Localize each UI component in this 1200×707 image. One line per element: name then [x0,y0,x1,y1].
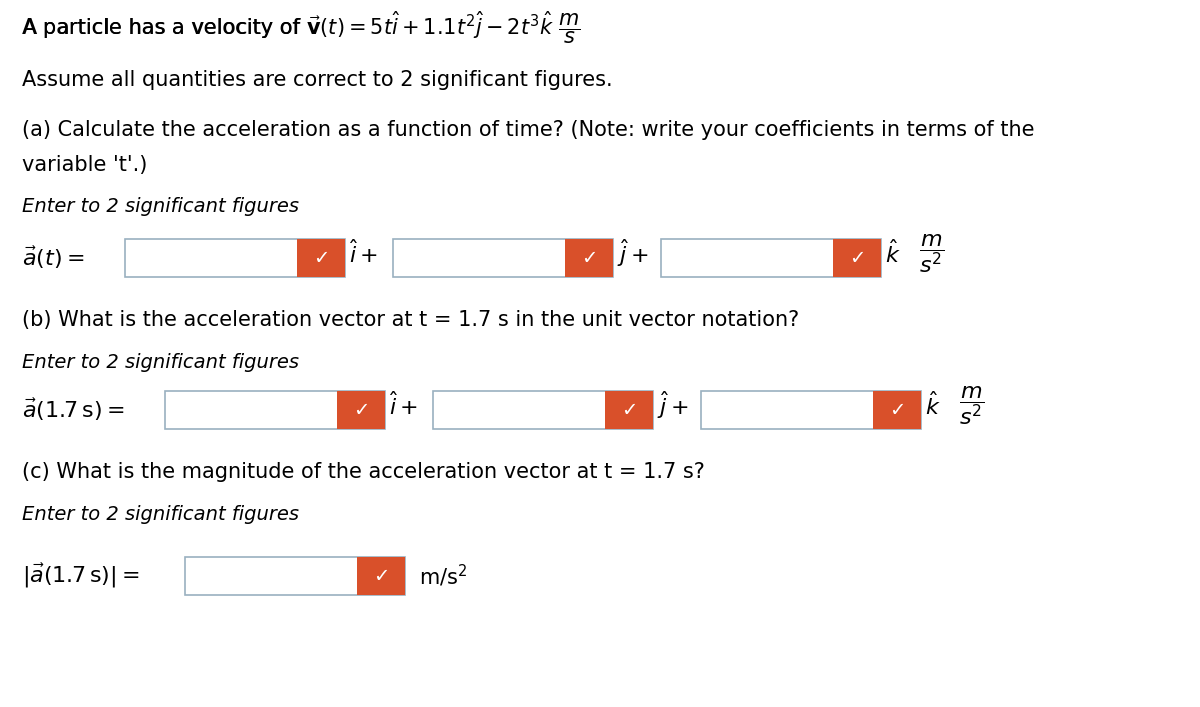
FancyBboxPatch shape [166,391,385,429]
Text: $\hat{k}$: $\hat{k}$ [886,239,901,267]
Text: variable 't'.): variable 't'.) [22,155,148,175]
Text: (c) What is the magnitude of the acceleration vector at t = 1.7 s?: (c) What is the magnitude of the acceler… [22,462,704,482]
FancyBboxPatch shape [125,239,346,277]
FancyBboxPatch shape [833,239,881,277]
Text: Enter to 2 significant figures: Enter to 2 significant figures [22,353,299,371]
Text: A particle has a velocity of: A particle has a velocity of [22,18,306,38]
Text: $\vec{a}(1.7\,\mathrm{s}) =$: $\vec{a}(1.7\,\mathrm{s}) =$ [22,397,125,423]
FancyBboxPatch shape [296,239,346,277]
Text: ✓: ✓ [353,400,368,419]
Text: $\hat{j}+$: $\hat{j}+$ [658,389,689,421]
FancyBboxPatch shape [356,557,406,595]
Text: $\hat{i}+$: $\hat{i}+$ [389,391,418,419]
Text: ✓: ✓ [373,566,389,585]
Text: (b) What is the acceleration vector at t = 1.7 s in the unit vector notation?: (b) What is the acceleration vector at t… [22,310,799,330]
Text: $\hat{i}+$: $\hat{i}+$ [349,239,378,267]
Text: A particle has a velocity of $\vec{\mathbf{v}}(t) = 5t\hat{i}+1.1t^{2}\hat{j}-2t: A particle has a velocity of $\vec{\math… [22,10,581,46]
Text: m/s$^{2}$: m/s$^{2}$ [419,563,467,589]
Text: ✓: ✓ [581,248,596,267]
FancyBboxPatch shape [336,391,385,429]
FancyBboxPatch shape [605,391,653,429]
Text: ✓: ✓ [620,400,637,419]
FancyBboxPatch shape [185,557,406,595]
FancyBboxPatch shape [872,391,922,429]
FancyBboxPatch shape [701,391,922,429]
Text: ✓: ✓ [889,400,905,419]
Text: ✓: ✓ [313,248,329,267]
FancyBboxPatch shape [394,239,613,277]
Text: ✓: ✓ [848,248,865,267]
FancyBboxPatch shape [661,239,881,277]
Text: (a) Calculate the acceleration as a function of time? (Note: write your coeffici: (a) Calculate the acceleration as a func… [22,120,1034,140]
Text: $\vec{a}(t) =$: $\vec{a}(t) =$ [22,245,84,271]
FancyBboxPatch shape [433,391,653,429]
Text: Enter to 2 significant figures: Enter to 2 significant figures [22,505,299,523]
Text: Enter to 2 significant figures: Enter to 2 significant figures [22,197,299,216]
Text: $\hat{j}+$: $\hat{j}+$ [617,237,648,269]
Text: $\dfrac{m}{s^2}$: $\dfrac{m}{s^2}$ [919,233,944,275]
Text: $|\vec{a}(1.7\,\mathrm{s})| =$: $|\vec{a}(1.7\,\mathrm{s})| =$ [22,562,139,590]
Text: Assume all quantities are correct to 2 significant figures.: Assume all quantities are correct to 2 s… [22,70,613,90]
Text: $\hat{k}$: $\hat{k}$ [925,391,941,419]
Text: $\dfrac{m}{s^2}$: $\dfrac{m}{s^2}$ [959,385,984,427]
FancyBboxPatch shape [565,239,613,277]
